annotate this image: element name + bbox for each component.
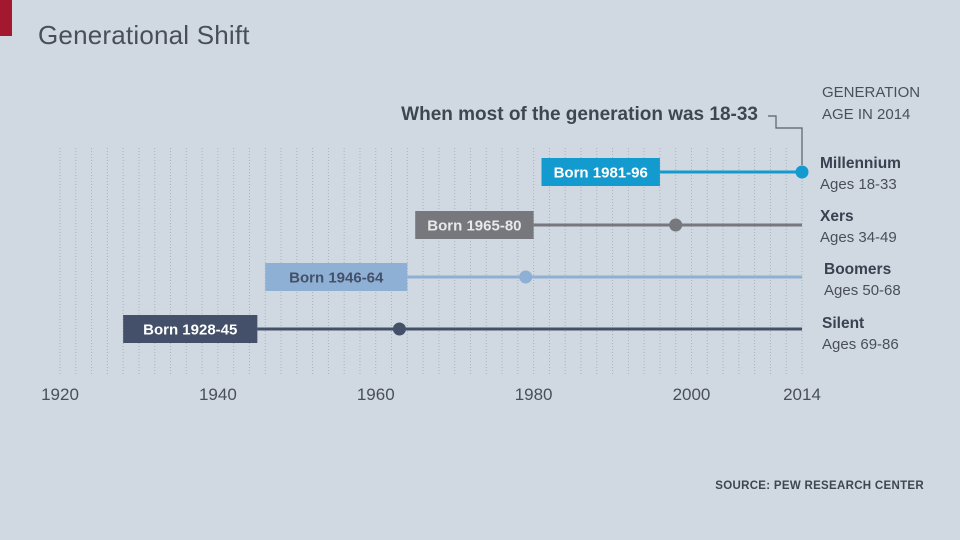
marker-dot [669,218,683,232]
generation-row-boomers: Born 1946-64 Boomers Ages 50-68 [265,261,901,299]
marker-dot [519,270,533,284]
born-label: Born 1946-64 [289,270,384,287]
x-tick-label: 2014 [783,385,821,404]
generation-ages: Ages 50-68 [824,282,901,299]
generation-header-line1: GENERATION [822,84,921,101]
corner-accent-mark [0,0,12,36]
generation-row-millennium: Born 1981-96 Millennium Ages 18-33 [541,155,901,193]
generation-name: Millennium [820,155,901,172]
generation-ages: Ages 18-33 [820,176,897,193]
chart-subtitle: When most of the generation was 18-33 [401,104,758,125]
generation-name: Xers [820,208,854,225]
born-box [415,211,534,239]
x-axis-ticks: 1920 1940 1960 1980 2000 2014 [41,385,821,404]
subtitle-bracket [768,115,803,165]
x-tick-label: 2000 [673,385,711,404]
marker-dot [795,165,809,179]
generation-row-xers: Born 1965-80 Xers Ages 34-49 [415,208,897,246]
born-box [123,315,258,343]
x-tick-label: 1960 [357,385,395,404]
generation-ages: Ages 69-86 [822,336,899,353]
generation-row-silent: Born 1928-45 Silent Ages 69-86 [123,315,899,353]
generation-header: GENERATION AGE IN 2014 [822,82,920,126]
generation-header-line2: AGE IN 2014 [822,106,911,123]
x-tick-label: 1980 [515,385,553,404]
generation-ages: Ages 34-49 [820,229,897,246]
born-box [541,158,660,186]
source-note: SOURCE: PEW RESEARCH CENTER [715,480,924,492]
generation-rows: Born 1981-96 Millennium Ages 18-33 Born 196… [123,155,901,353]
generation-name: Silent [822,315,864,332]
marker-dot [392,322,406,336]
born-box [265,263,408,291]
x-tick-label: 1940 [199,385,237,404]
born-label: Born 1965-80 [427,218,521,235]
born-label: Born 1981-96 [554,165,648,182]
x-tick-label: 1920 [41,385,79,404]
chart-title: Generational Shift [38,20,250,50]
born-label: Born 1928-45 [143,322,237,339]
generation-name: Boomers [824,261,891,278]
